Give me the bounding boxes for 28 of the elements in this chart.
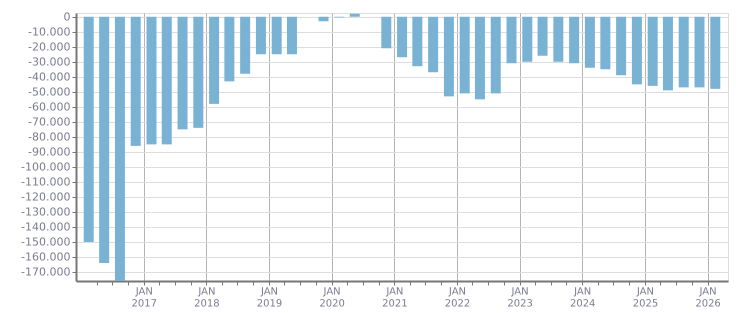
x-tick-label: JAN 2024 [570, 286, 596, 310]
y-tick-label: -30.000 [28, 55, 70, 68]
y-tick-label: -40.000 [28, 70, 70, 84]
y-tick-label: -70.000 [28, 115, 70, 128]
x-tick-label: JAN 2018 [194, 286, 220, 310]
y-tick-label: -100.000 [21, 160, 70, 174]
y-tick-label: -170.000 [21, 265, 70, 278]
y-tick-label: -20.000 [28, 40, 70, 54]
x-tick-label: JAN 2022 [444, 286, 470, 310]
y-tick-label: -80.000 [28, 130, 70, 144]
y-tick-label: -140.000 [21, 220, 70, 234]
y-tick-label: -130.000 [21, 205, 70, 218]
x-tick-label: JAN 2019 [256, 286, 282, 310]
x-tick-label: JAN 2021 [382, 286, 408, 310]
y-tick-label: -60.000 [28, 100, 70, 114]
y-tick-label: -110.000 [21, 175, 70, 188]
y-tick-label: -150.000 [21, 235, 70, 248]
y-tick-label: -120.000 [21, 190, 70, 204]
y-tick-label: -50.000 [28, 85, 70, 98]
x-tick-label: JAN 2017 [132, 286, 158, 310]
x-tick-label: JAN 2026 [695, 286, 721, 310]
y-tick-label: -90.000 [28, 145, 70, 158]
x-tick-label: JAN 2023 [507, 286, 533, 310]
x-tick-label: JAN 2020 [319, 286, 345, 310]
y-tick-label: 0 [64, 10, 70, 24]
x-tick-label: JAN 2025 [632, 286, 658, 310]
y-tick-label: -160.000 [21, 250, 70, 264]
y-tick-label: -10.000 [28, 25, 70, 38]
